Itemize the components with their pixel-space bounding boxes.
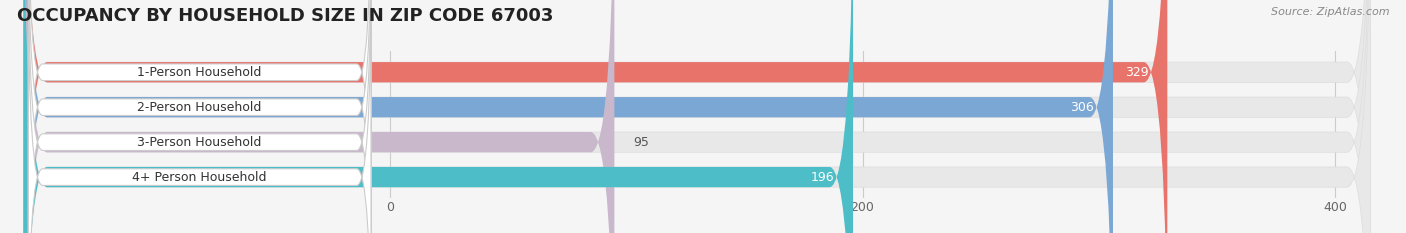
FancyBboxPatch shape bbox=[28, 0, 371, 233]
FancyBboxPatch shape bbox=[24, 0, 1371, 233]
Text: 95: 95 bbox=[633, 136, 650, 149]
Text: Source: ZipAtlas.com: Source: ZipAtlas.com bbox=[1271, 7, 1389, 17]
FancyBboxPatch shape bbox=[24, 0, 853, 233]
FancyBboxPatch shape bbox=[28, 0, 371, 233]
Text: 329: 329 bbox=[1125, 66, 1149, 79]
Text: 2-Person Household: 2-Person Household bbox=[138, 101, 262, 114]
FancyBboxPatch shape bbox=[24, 0, 1167, 233]
FancyBboxPatch shape bbox=[24, 0, 1371, 233]
FancyBboxPatch shape bbox=[24, 0, 1371, 233]
FancyBboxPatch shape bbox=[24, 0, 1114, 233]
Text: 306: 306 bbox=[1070, 101, 1094, 114]
Text: 3-Person Household: 3-Person Household bbox=[138, 136, 262, 149]
Text: 196: 196 bbox=[810, 171, 834, 184]
FancyBboxPatch shape bbox=[28, 0, 371, 233]
FancyBboxPatch shape bbox=[24, 0, 614, 233]
Text: 1-Person Household: 1-Person Household bbox=[138, 66, 262, 79]
FancyBboxPatch shape bbox=[24, 0, 1371, 233]
FancyBboxPatch shape bbox=[28, 0, 371, 233]
Text: OCCUPANCY BY HOUSEHOLD SIZE IN ZIP CODE 67003: OCCUPANCY BY HOUSEHOLD SIZE IN ZIP CODE … bbox=[17, 7, 553, 25]
Text: 4+ Person Household: 4+ Person Household bbox=[132, 171, 267, 184]
